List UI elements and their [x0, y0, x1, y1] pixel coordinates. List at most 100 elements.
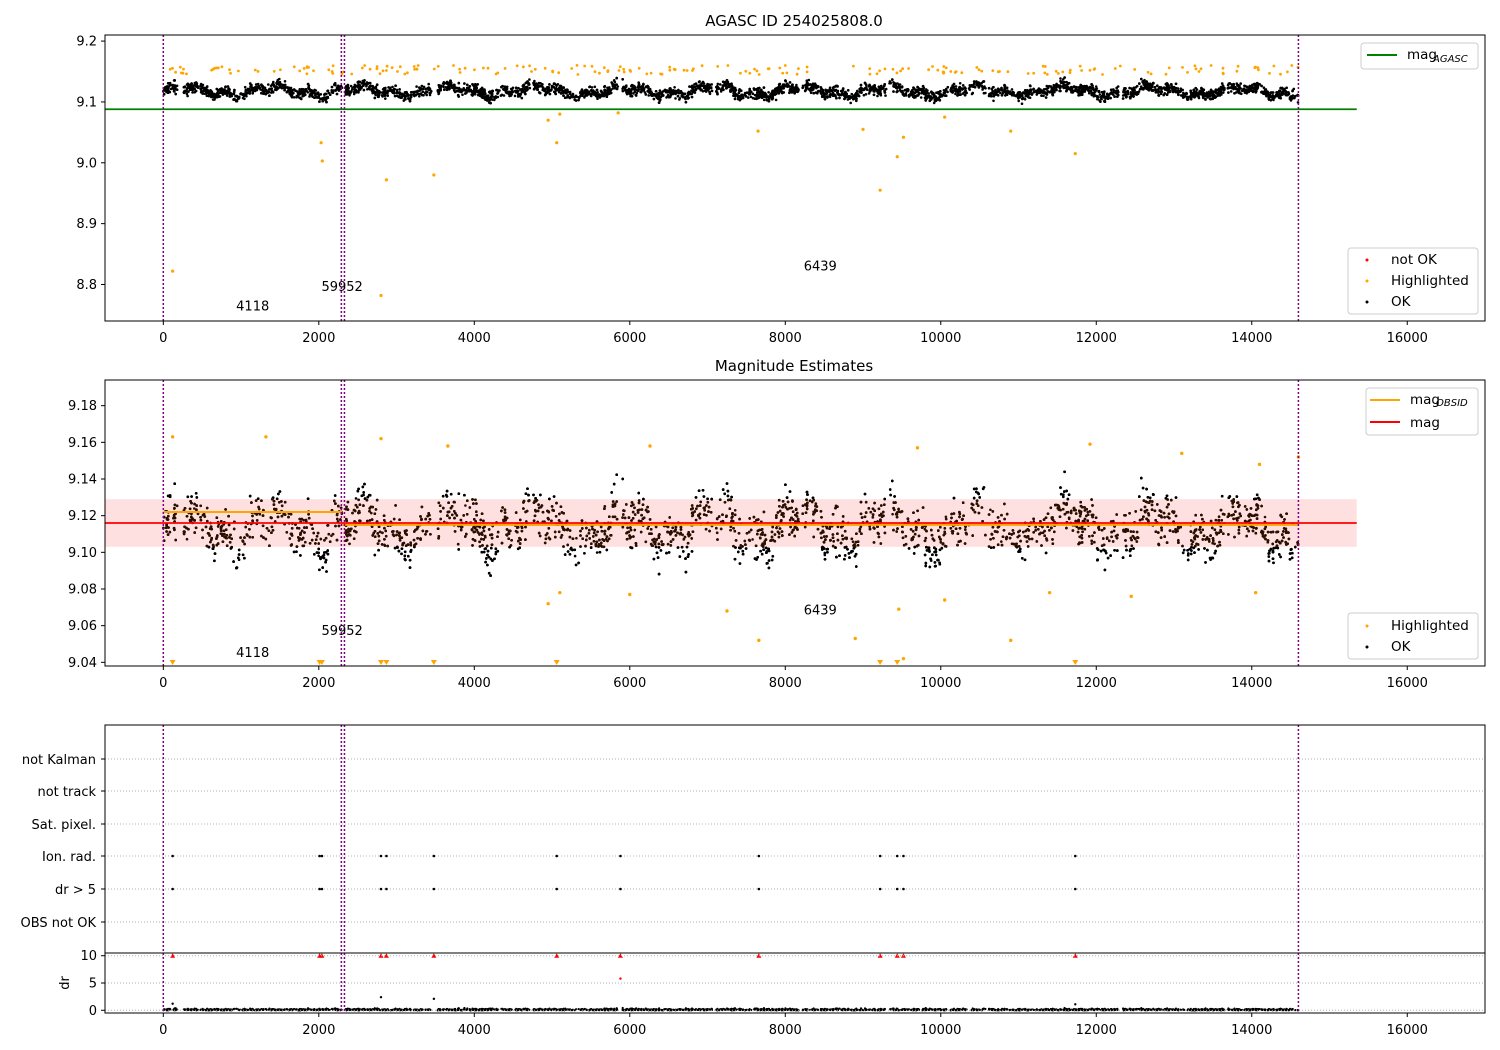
ok-point — [326, 89, 329, 93]
ok-point — [439, 86, 442, 89]
ok-point — [414, 93, 418, 97]
ok-point — [899, 86, 902, 89]
ok-point — [505, 85, 509, 89]
ok-point — [1181, 88, 1184, 92]
ok-point — [738, 98, 742, 102]
ok-point — [398, 88, 401, 91]
ok-point — [1192, 88, 1195, 92]
ok-point — [283, 88, 286, 92]
ok-point — [566, 90, 569, 94]
ok-point — [955, 88, 958, 91]
ok-point — [1059, 77, 1062, 80]
ok-point — [923, 96, 927, 99]
ok-point — [1035, 93, 1039, 96]
ok-point — [270, 87, 273, 91]
ok-point — [408, 99, 412, 103]
ok-point — [716, 82, 720, 86]
ok-point — [1017, 91, 1020, 94]
ok-point — [232, 92, 236, 96]
ok-point — [387, 86, 390, 89]
ok-point — [194, 89, 198, 93]
ok-point — [1081, 90, 1084, 94]
ok-point — [999, 91, 1002, 95]
ok-point — [677, 88, 680, 92]
ok-point — [659, 98, 662, 101]
ok-point — [429, 91, 432, 95]
ok-point — [1198, 90, 1201, 93]
ok-point — [466, 83, 469, 87]
ok-point — [825, 95, 829, 98]
ok-point — [173, 79, 176, 82]
ok-point — [485, 94, 489, 98]
ok-point — [314, 89, 318, 92]
ok-point — [295, 94, 299, 98]
ok-point — [1010, 88, 1014, 91]
ok-point — [992, 99, 995, 103]
ok-point — [888, 80, 892, 84]
ok-point — [322, 96, 326, 100]
ok-point — [933, 98, 937, 102]
ok-point — [1222, 91, 1225, 94]
ok-point — [1076, 91, 1080, 94]
ok-point — [797, 88, 800, 92]
ok-point — [901, 91, 904, 94]
ok-point — [1023, 92, 1027, 95]
ok-point — [394, 84, 397, 87]
ok-point — [767, 91, 770, 94]
ok-point — [1132, 95, 1135, 98]
ok-point — [903, 89, 907, 92]
ok-point — [187, 90, 190, 93]
ok-point — [1045, 84, 1049, 88]
ok-point — [613, 87, 617, 90]
ok-point — [475, 85, 478, 89]
ok-point — [693, 85, 696, 89]
ok-point — [1160, 90, 1163, 93]
ok-point — [952, 82, 956, 86]
ok-point — [821, 89, 825, 93]
ok-point — [1094, 85, 1098, 88]
ok-point — [382, 87, 386, 90]
ok-point — [1063, 76, 1066, 79]
ok-point — [634, 93, 638, 97]
ok-point — [718, 83, 722, 86]
ok-point — [1255, 84, 1258, 87]
ok-point — [615, 76, 618, 80]
ok-point — [1097, 90, 1101, 94]
ok-point — [389, 88, 393, 91]
ok-point — [1116, 89, 1120, 92]
ok-point — [970, 84, 974, 87]
ok-point — [224, 85, 227, 88]
ok-point — [621, 78, 624, 81]
ok-point — [630, 94, 634, 98]
ok-point — [1147, 86, 1151, 90]
ok-point — [786, 85, 789, 88]
ok-point — [548, 92, 552, 96]
ok-point — [667, 95, 671, 99]
ok-point — [976, 84, 980, 87]
ok-point — [841, 89, 844, 93]
ok-point — [938, 98, 941, 102]
ok-point — [828, 90, 831, 93]
ok-point — [933, 95, 936, 98]
ok-point — [1193, 96, 1196, 99]
ok-point — [1182, 91, 1185, 95]
ok-point — [894, 83, 897, 87]
ok-point — [761, 93, 764, 97]
ok-point — [596, 97, 599, 100]
ok-point — [490, 95, 493, 98]
ok-point — [357, 88, 361, 92]
ok-point — [1269, 91, 1273, 94]
ok-point — [1182, 95, 1186, 99]
ok-point — [461, 93, 464, 96]
ok-point — [856, 89, 859, 93]
ok-point — [443, 88, 446, 91]
ok-point — [262, 86, 265, 89]
ok-point — [1018, 95, 1021, 99]
ok-point — [222, 89, 226, 92]
ok-point — [950, 86, 953, 89]
ok-point — [710, 89, 714, 93]
ok-point — [547, 90, 551, 93]
ok-point — [1211, 97, 1215, 101]
ok-point — [233, 88, 236, 92]
ok-point — [1079, 86, 1082, 90]
